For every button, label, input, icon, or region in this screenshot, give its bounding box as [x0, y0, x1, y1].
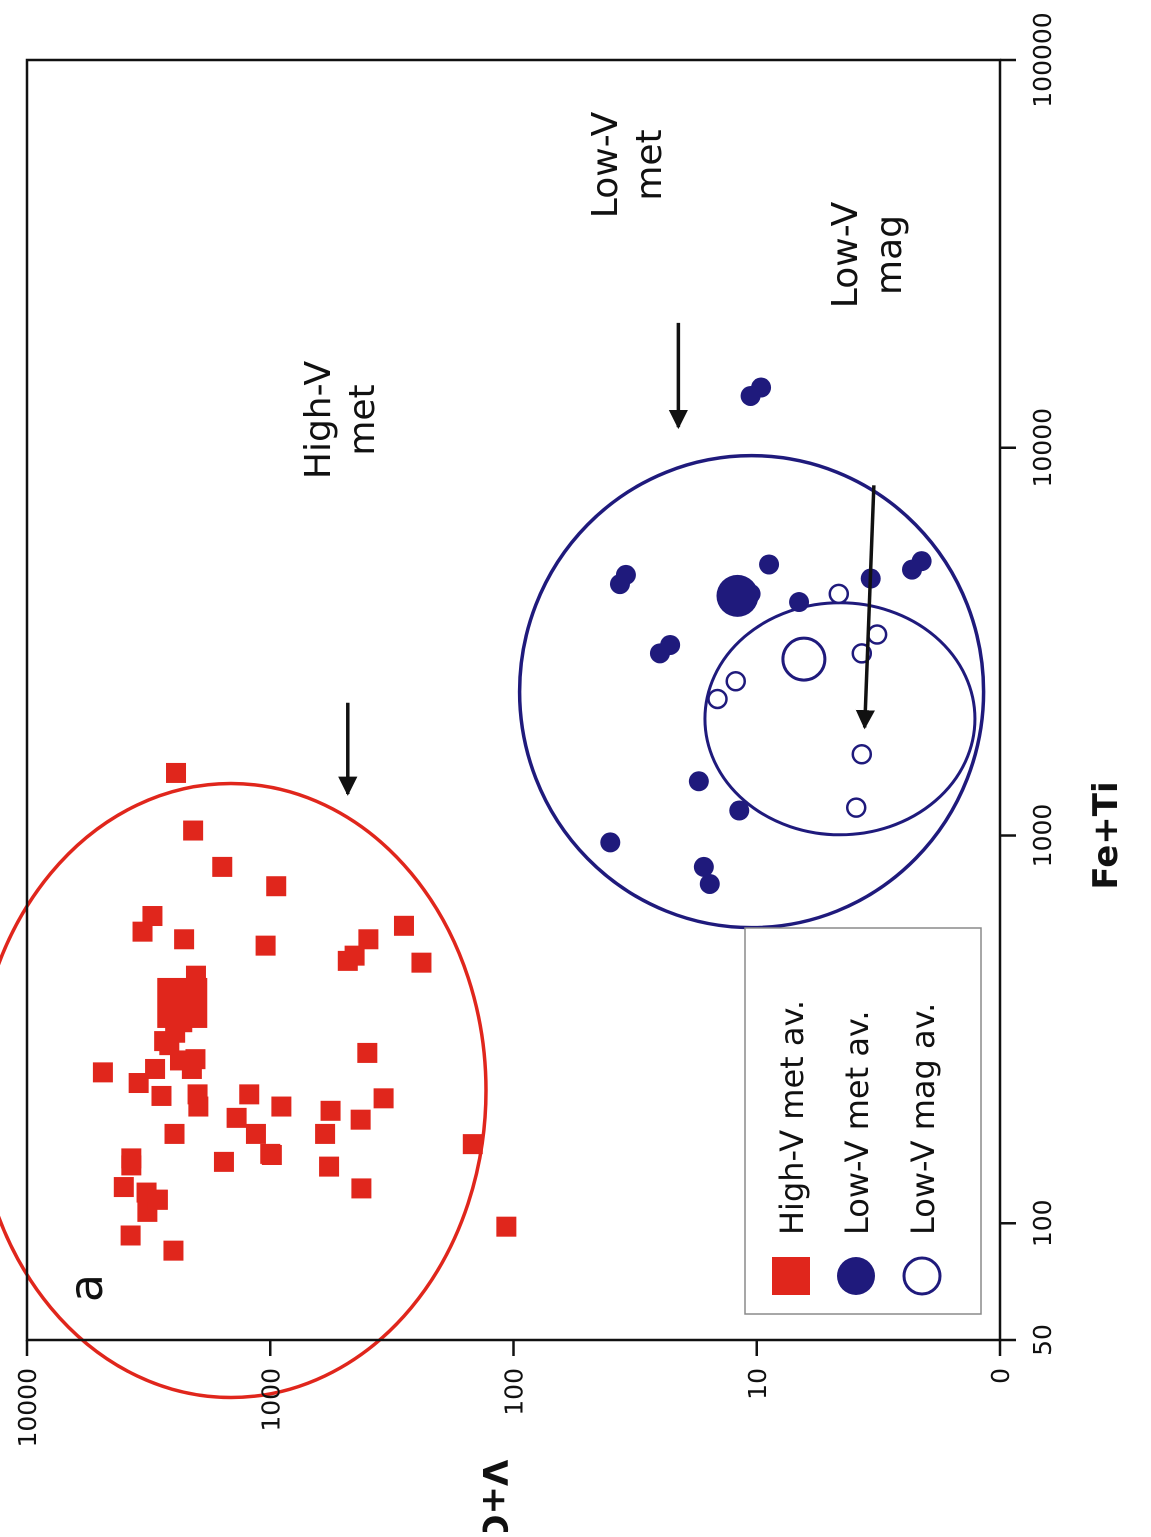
x-tick-label-4: 100000 — [1028, 12, 1057, 107]
point-high-v-met-48 — [351, 1178, 372, 1199]
point-high-v-met-21 — [266, 876, 287, 897]
low-v-met-envelope — [517, 453, 986, 930]
average-low-v-mag — [781, 636, 827, 682]
annotation-low-v-met: Low-Vmet — [585, 111, 670, 218]
point-high-v-met-47 — [462, 1134, 483, 1155]
point-low-v-mag-1 — [866, 624, 888, 645]
point-high-v-met-55 — [496, 1216, 517, 1237]
point-low-v-met-3 — [902, 559, 923, 580]
point-high-v-met-15 — [128, 1073, 149, 1094]
y-tick-label-2: 100 — [500, 1368, 529, 1416]
point-low-v-mag-6 — [845, 797, 867, 818]
x-tick-label-0: 50 — [1028, 1324, 1057, 1356]
point-high-v-met-52 — [358, 929, 379, 950]
average-low-v-met — [716, 574, 759, 617]
point-high-v-met-20 — [212, 856, 233, 877]
point-high-v-met-1 — [151, 1085, 172, 1106]
point-low-v-mag-0 — [828, 583, 850, 605]
legend-layer: High-V met av. Low-V met av. Low-V mag av. — [744, 927, 982, 1315]
y-tick-label-1: 10 — [743, 1368, 772, 1400]
y-tick-label-3: 1000 — [256, 1368, 285, 1432]
legend-marker-high-v-met — [772, 1257, 810, 1295]
point-high-v-met-44 — [319, 1156, 340, 1177]
annotation-high-v-met-line-0: High-V — [298, 361, 339, 480]
legend-label-1: Low-V met av. — [838, 1010, 876, 1235]
x-tick-label-1: 100 — [1028, 1199, 1057, 1247]
point-high-v-met-39 — [271, 1096, 292, 1117]
point-high-v-met-45 — [350, 1109, 371, 1130]
point-high-v-met-51 — [393, 915, 414, 936]
annotation-low-v-met-line-0: Low-V — [585, 111, 626, 218]
point-high-v-met-22 — [142, 906, 163, 927]
point-high-v-met-2 — [164, 1123, 185, 1144]
annotation-low-v-mag-line-0: Low-V — [825, 201, 866, 308]
panel-label: a — [59, 1274, 113, 1302]
point-high-v-met-42 — [260, 1143, 281, 1164]
point-high-v-met-32 — [154, 1031, 175, 1052]
point-high-v-met-40 — [315, 1123, 336, 1144]
y-tick-label-4: 10000 — [13, 1368, 42, 1448]
low-v-mag-envelope — [703, 601, 977, 837]
point-high-v-met-43 — [245, 1123, 266, 1144]
legend-box — [744, 927, 982, 1315]
marks-layer — [92, 377, 932, 1261]
point-high-v-met-50 — [411, 952, 432, 973]
x-tick-label-3: 10000 — [1028, 408, 1057, 488]
point-low-v-met-12 — [729, 800, 750, 821]
y-axis-title: V+Cr — [474, 1460, 514, 1532]
annotation-low-v-met-line-1: met — [629, 129, 670, 200]
point-high-v-met-54 — [337, 950, 358, 971]
point-high-v-met-38 — [320, 1100, 341, 1121]
annotation-low-v-mag-line-1: mag — [869, 215, 910, 295]
x-axis-title: Fe+Ti — [1086, 781, 1126, 889]
point-high-v-met-24 — [255, 935, 276, 956]
point-high-v-met-14 — [213, 1151, 234, 1172]
point-low-v-met-14 — [693, 856, 714, 877]
point-high-v-met-49 — [357, 1042, 378, 1063]
average-high-v-met — [157, 977, 208, 1028]
y-tick-label-0: 0 — [986, 1368, 1015, 1384]
point-high-v-met-0 — [92, 1062, 113, 1083]
point-high-v-met-5 — [121, 1155, 142, 1176]
arrow-low-v-mag — [855, 485, 876, 730]
point-low-v-met-10 — [649, 643, 670, 664]
high-v-envelope — [0, 781, 488, 1400]
point-low-v-met-8 — [609, 574, 630, 595]
point-low-v-mag-4 — [707, 688, 728, 710]
point-high-v-met-23 — [132, 921, 153, 942]
legend-marker-low-v-met — [837, 1257, 875, 1295]
point-high-v-met-6 — [113, 1177, 134, 1198]
point-high-v-met-35 — [181, 1058, 202, 1079]
legend-label-2: Low-V mag av. — [904, 1003, 942, 1235]
point-low-v-met-1 — [740, 385, 761, 406]
annotation-high-v-met: High-Vmet — [298, 361, 383, 480]
x-tick-label-2: 1000 — [1028, 804, 1057, 868]
point-low-v-met-11 — [688, 771, 709, 792]
point-low-v-met-16 — [759, 554, 780, 575]
point-high-v-met-9 — [136, 1182, 157, 1203]
legend-marker-low-v-mag — [902, 1256, 942, 1296]
point-high-v-met-37 — [187, 1084, 208, 1105]
point-low-v-met-15 — [699, 873, 720, 894]
point-high-v-met-19 — [183, 820, 204, 841]
point-low-v-met-5 — [789, 592, 810, 613]
point-low-v-mag-5 — [851, 744, 873, 765]
point-high-v-met-25 — [174, 929, 195, 950]
point-high-v-met-10 — [120, 1225, 141, 1246]
point-high-v-met-13 — [226, 1107, 247, 1128]
point-low-v-met-13 — [600, 832, 621, 853]
point-high-v-met-11 — [163, 1240, 184, 1261]
legend-label-0: High-V met av. — [773, 1000, 811, 1235]
point-high-v-met-46 — [373, 1088, 394, 1109]
point-low-v-mag-3 — [725, 670, 746, 692]
annotation-high-v-met-line-1: met — [342, 384, 383, 455]
annotation-low-v-mag: Low-Vmag — [825, 201, 910, 308]
point-high-v-met-18 — [166, 762, 187, 783]
point-high-v-met-36 — [239, 1084, 260, 1105]
point-high-v-met-16 — [145, 1058, 166, 1079]
axes-layer: 50 100 1000 10000 100000 0 10 100 1000 10000 Fe+Ti… — [13, 12, 1126, 1537]
